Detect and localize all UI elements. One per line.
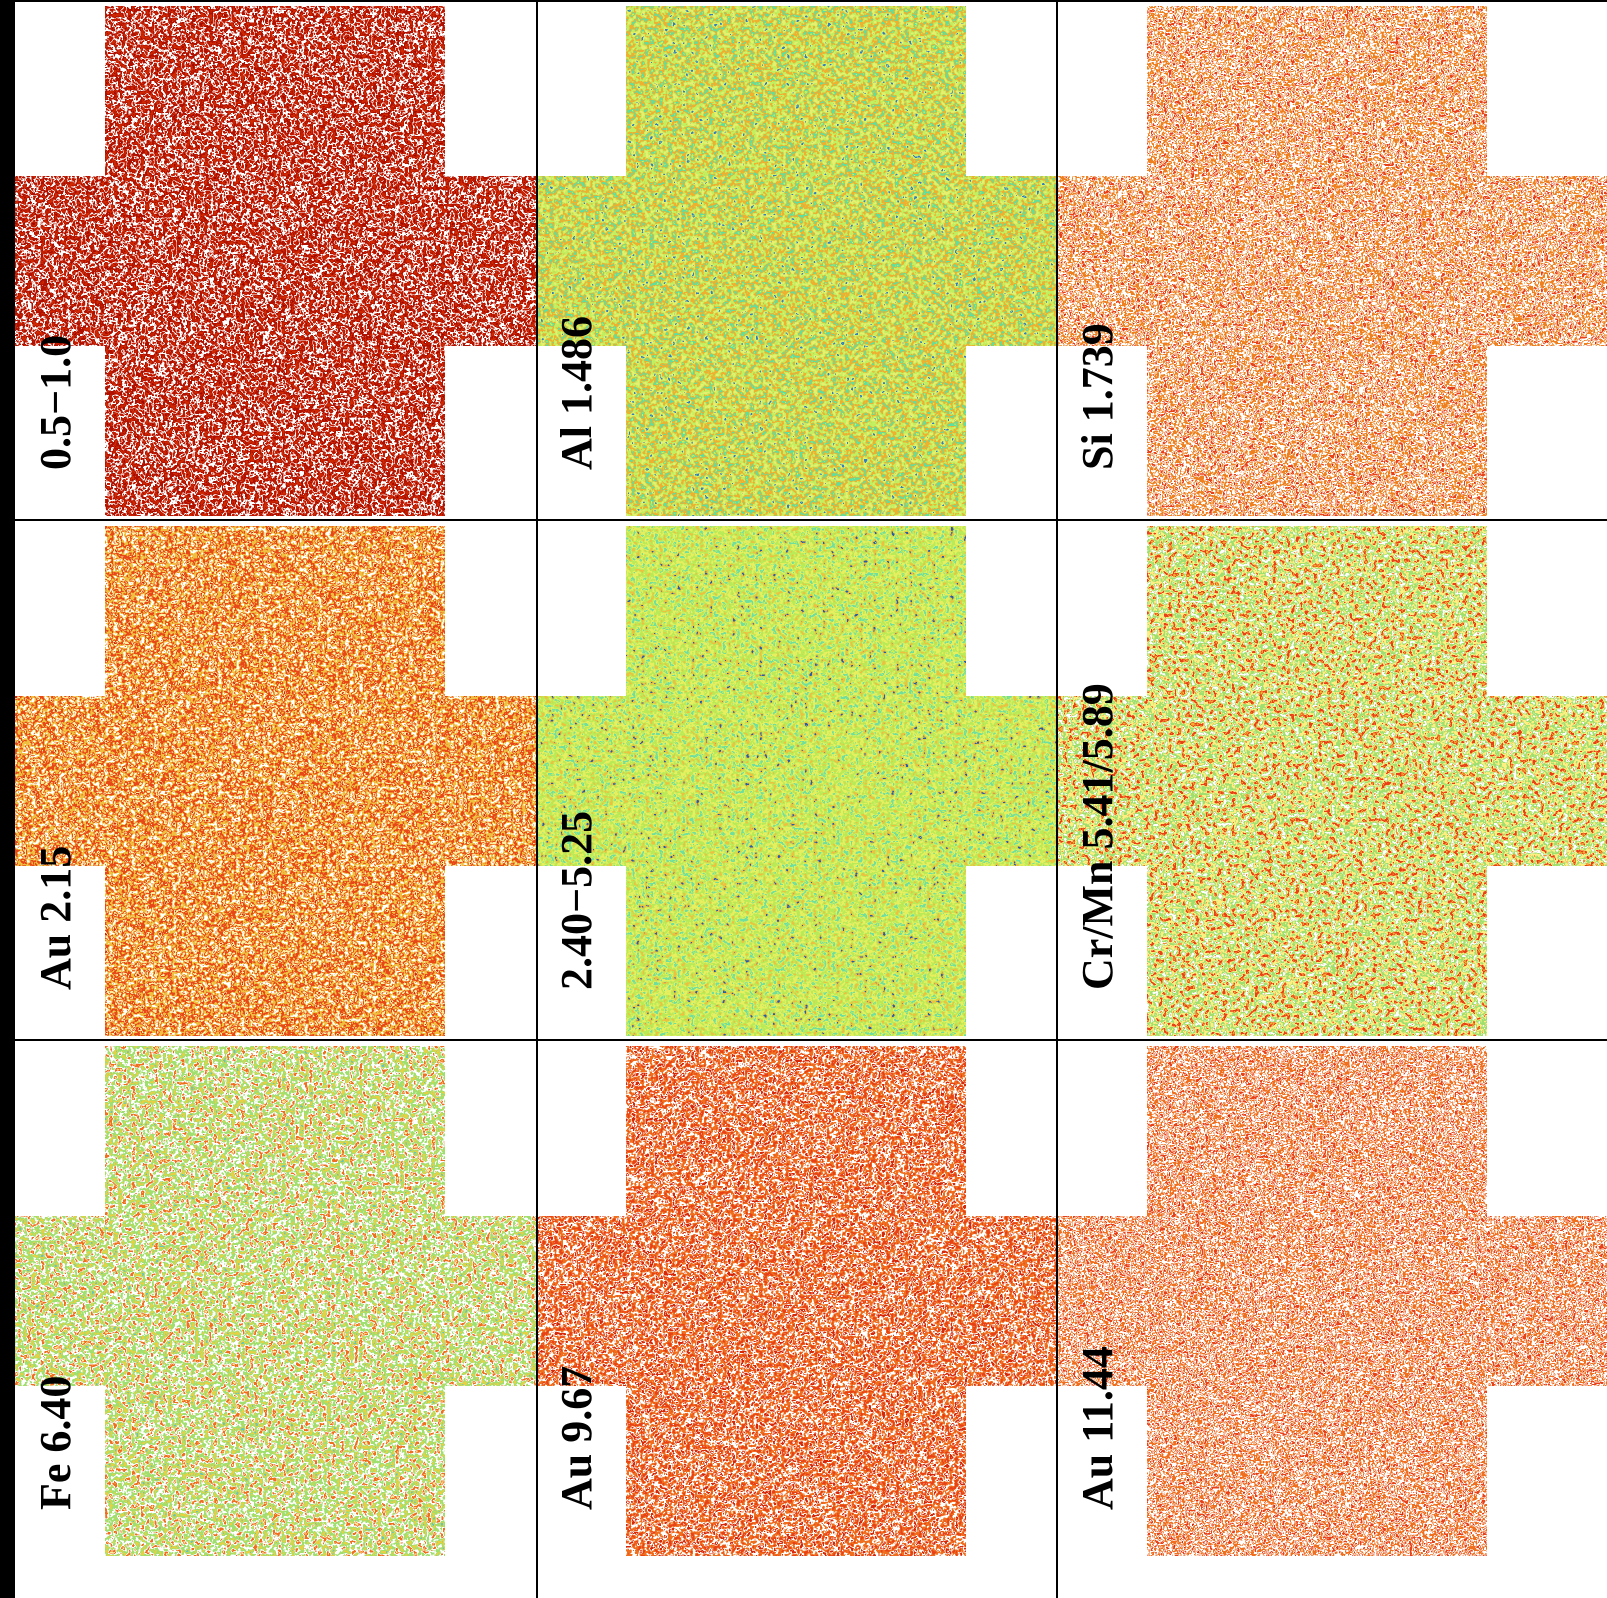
panel-label: Cr/Mn 5.41/5.89: [1073, 683, 1122, 990]
panels: 0.5−1.0 Al 1.486 Si 1.739 Au 2.15 2.40−5.25 C…: [15, 6, 1607, 1556]
grid-frame: [15, 0, 1607, 1598]
panel-label: Au 2.15: [31, 846, 80, 990]
panel-label: 0.5−1.0: [31, 335, 80, 470]
panel-label: Au 11.44: [1073, 1346, 1122, 1510]
panel-label: Au 9.67: [552, 1366, 601, 1510]
panel-label: 2.40−5.25: [552, 811, 601, 990]
panel-label: Si 1.739: [1073, 323, 1122, 470]
panel-label: Al 1.486: [552, 316, 601, 470]
panel-label: Fe 6.40: [31, 1376, 80, 1510]
left-edge: [0, 0, 15, 1598]
